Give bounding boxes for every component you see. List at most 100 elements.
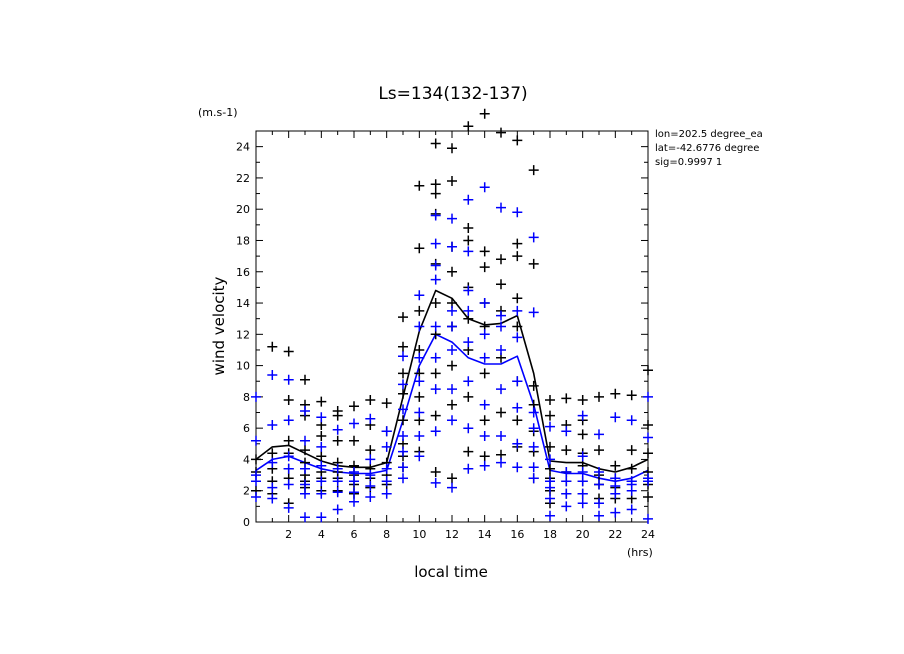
data-point-blue (414, 407, 425, 418)
data-point-black (594, 445, 604, 456)
y-tick-label: 12 (236, 328, 250, 341)
data-point-blue (577, 451, 588, 462)
data-point-blue (398, 446, 408, 457)
data-point-black (447, 360, 457, 371)
data-point-black (643, 448, 653, 459)
data-point-blue (512, 462, 523, 473)
data-point-black (479, 262, 490, 273)
data-point-black (316, 451, 327, 462)
info-line-lat: lat=-42.6776 degree (655, 143, 759, 154)
data-point-blue (398, 379, 408, 390)
data-point-blue (267, 420, 278, 430)
data-point-black (479, 368, 490, 379)
data-point-blue (594, 479, 604, 490)
data-point-blue (251, 470, 261, 481)
data-point-blue (545, 454, 555, 465)
chart-title: Ls=134(132-137) (378, 84, 527, 104)
data-point-blue (528, 232, 539, 243)
data-point-black (332, 435, 343, 446)
data-point-blue (381, 476, 392, 487)
data-point-blue (577, 488, 588, 499)
data-point-black (447, 266, 457, 277)
data-point-blue (512, 376, 523, 387)
data-point-blue (267, 370, 278, 380)
data-point-blue (316, 441, 327, 452)
x-tick-label: 24 (641, 528, 655, 541)
data-point-blue (496, 310, 506, 321)
x-tick-label: 4 (318, 528, 325, 541)
data-point-black (463, 235, 474, 246)
data-point-blue (528, 407, 539, 418)
data-point-blue (496, 431, 506, 441)
data-point-blue (283, 502, 294, 513)
data-point-black (512, 415, 523, 426)
data-point-black (430, 368, 441, 379)
data-point-black (545, 395, 555, 405)
data-point-blue (479, 352, 490, 363)
data-point-blue (283, 451, 294, 462)
data-point-black (626, 463, 637, 474)
data-point-black (496, 254, 506, 265)
data-point-blue (577, 410, 588, 421)
data-point-blue (332, 463, 343, 474)
data-point-blue (398, 462, 408, 473)
data-point-blue (430, 210, 441, 221)
data-point-blue (479, 431, 490, 441)
data-point-blue (545, 510, 555, 521)
data-point-blue (626, 476, 637, 487)
data-point-blue (332, 504, 343, 515)
data-point-black (430, 138, 441, 149)
data-point-black (610, 388, 621, 399)
data-point-black (643, 420, 653, 430)
data-point-blue (463, 285, 474, 296)
data-point-black (561, 393, 572, 404)
data-point-blue (512, 438, 523, 449)
y-tick-label: 14 (236, 297, 250, 310)
data-point-blue (512, 402, 523, 413)
data-point-blue (447, 305, 457, 316)
data-point-black (251, 454, 261, 465)
data-point-black (626, 445, 637, 456)
y-tick-label: 20 (236, 203, 250, 216)
data-point-black (414, 243, 425, 254)
data-point-blue (365, 470, 376, 481)
data-point-blue (430, 352, 441, 363)
x-tick-label: 2 (285, 528, 292, 541)
data-point-black (283, 346, 294, 357)
data-point-black (479, 451, 490, 462)
data-point-black (545, 410, 555, 421)
data-point-black (300, 445, 310, 456)
y-unit-label: (m.s-1) (198, 106, 238, 119)
data-point-blue (381, 488, 392, 499)
data-point-blue (594, 429, 604, 440)
data-point-black (430, 298, 441, 308)
data-point-black (479, 108, 490, 119)
data-point-black (479, 415, 490, 426)
data-point-blue (447, 482, 457, 493)
y-tick-label: 2 (243, 485, 250, 498)
data-point-blue (430, 238, 441, 249)
x-unit-label: (hrs) (627, 546, 653, 559)
data-point-black (398, 312, 408, 323)
data-point-blue (414, 290, 425, 301)
data-point-black (430, 188, 441, 199)
y-tick-label: 24 (236, 141, 250, 154)
data-point-black (365, 395, 376, 405)
data-point-black (398, 415, 408, 426)
data-point-blue (463, 194, 474, 205)
data-point-blue (610, 473, 621, 484)
data-point-blue (528, 473, 539, 484)
data-point-black (283, 395, 294, 405)
data-point-blue (528, 462, 539, 473)
series-line-black (255, 289, 649, 473)
data-point-blue (643, 513, 653, 524)
data-point-black (414, 305, 425, 316)
data-point-blue (643, 432, 653, 443)
data-point-black (349, 435, 359, 446)
x-tick-label: 6 (351, 528, 358, 541)
data-point-blue (479, 298, 490, 308)
data-point-blue (561, 476, 572, 487)
data-point-black (561, 445, 572, 456)
data-point-black (577, 395, 588, 405)
data-point-blue (463, 463, 474, 474)
